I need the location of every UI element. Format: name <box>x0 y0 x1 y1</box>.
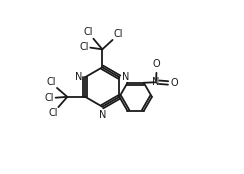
Text: N: N <box>99 110 106 120</box>
Text: N: N <box>75 72 82 82</box>
Text: O: O <box>170 78 178 88</box>
Text: Cl: Cl <box>48 108 58 118</box>
Text: Cl: Cl <box>45 93 54 103</box>
Text: Cl: Cl <box>47 77 56 87</box>
Text: N: N <box>152 77 160 87</box>
Text: Cl: Cl <box>80 42 89 52</box>
Text: Cl: Cl <box>83 27 92 37</box>
Text: N: N <box>122 72 130 82</box>
Text: Cl: Cl <box>113 29 123 39</box>
Text: O: O <box>152 59 160 69</box>
